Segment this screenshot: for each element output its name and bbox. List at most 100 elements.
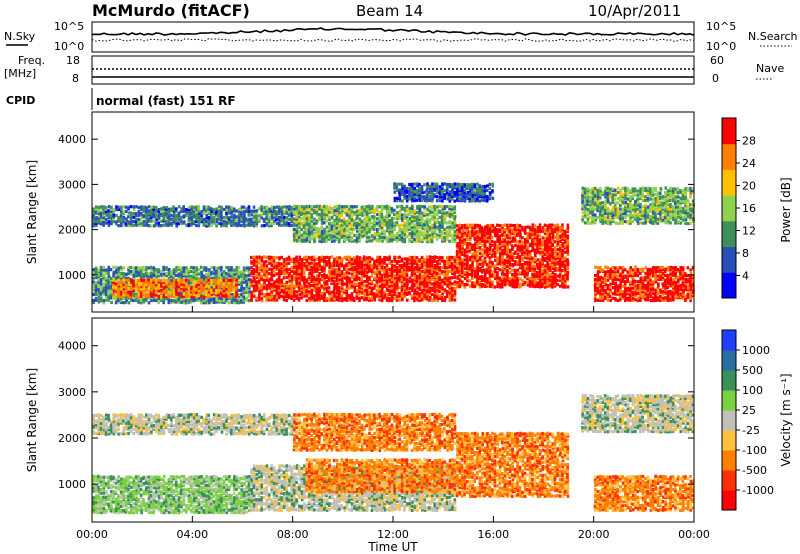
- data-cell: [421, 288, 424, 292]
- data-cell: [396, 259, 399, 263]
- data-cell: [564, 244, 567, 248]
- data-cell: [177, 285, 181, 289]
- data-cell: [511, 228, 514, 232]
- data-cell: [644, 292, 647, 296]
- data-cell: [493, 276, 497, 281]
- data-cell: [222, 223, 226, 227]
- data-cell: [210, 286, 214, 290]
- data-cell: [543, 277, 547, 281]
- data-cell: [400, 290, 404, 294]
- data-cell: [290, 280, 294, 284]
- data-cell: [656, 286, 659, 290]
- data-cell: [210, 215, 213, 220]
- data-cell: [485, 277, 489, 281]
- data-cell: [516, 223, 519, 227]
- data-cell: [107, 296, 110, 300]
- data-cell: [310, 265, 314, 269]
- data-cell: [516, 233, 519, 238]
- data-cell: [139, 217, 143, 222]
- data-cell: [122, 266, 126, 270]
- data-cell: [179, 278, 183, 282]
- data-cell: [200, 291, 203, 295]
- data-cell: [370, 263, 374, 267]
- data-cell: [94, 207, 98, 211]
- data-cell: [355, 278, 359, 282]
- data-cell: [629, 286, 632, 290]
- data-cell: [265, 264, 269, 268]
- data-cell: [109, 214, 113, 218]
- data-cell: [383, 267, 387, 272]
- data-cell: [566, 234, 570, 238]
- data-cell: [240, 278, 244, 282]
- data-cell: [125, 280, 128, 284]
- data-cell: [536, 229, 539, 233]
- data-cell: [260, 277, 263, 281]
- data-cell: [526, 260, 529, 264]
- data-cell: [385, 256, 389, 260]
- data-cell: [599, 284, 602, 288]
- data-cell: [561, 285, 565, 289]
- data-cell: [355, 274, 359, 278]
- data-cell: [292, 217, 296, 221]
- data-cell: [127, 293, 131, 297]
- data-cell: [351, 276, 354, 280]
- data-cell: [626, 292, 630, 296]
- data-cell: [332, 296, 336, 301]
- data-cell: [546, 228, 550, 232]
- data-cell: [278, 207, 281, 211]
- data-cell: [197, 296, 201, 300]
- data-cell: [518, 250, 522, 254]
- data-cell: [273, 262, 276, 266]
- data-cell: [160, 288, 163, 292]
- data-cell: [280, 207, 284, 211]
- data-cell: [651, 286, 655, 290]
- data-cell: [109, 296, 113, 300]
- data-cell: [292, 294, 296, 298]
- data-cell: [92, 268, 96, 272]
- data-cell: [298, 288, 301, 292]
- data-cell: [473, 228, 476, 232]
- data-cell: [450, 261, 454, 265]
- data-cell: [418, 282, 422, 286]
- data-cell: [325, 282, 329, 286]
- data-cell: [446, 270, 449, 274]
- data-cell: [481, 268, 484, 272]
- data-cell: [403, 269, 406, 273]
- data-cell: [308, 284, 311, 288]
- data-cell: [546, 248, 549, 252]
- data-cell: [270, 213, 274, 217]
- data-cell: [195, 291, 198, 295]
- data-cell: [365, 285, 369, 290]
- data-cell: [494, 258, 497, 262]
- data-cell: [443, 271, 447, 275]
- data-cell: [386, 284, 389, 288]
- data-cell: [185, 298, 188, 302]
- data-cell: [483, 233, 486, 237]
- data-cell: [363, 259, 366, 263]
- data-cell: [132, 292, 136, 296]
- data-cell: [671, 266, 675, 270]
- data-cell: [97, 221, 101, 225]
- data-cell: [325, 296, 328, 301]
- data-cell: [466, 268, 469, 273]
- data-cell: [476, 273, 479, 277]
- data-cell: [120, 211, 123, 215]
- data-cell: [137, 289, 141, 293]
- data-cell: [305, 259, 309, 263]
- data-cell: [420, 265, 424, 269]
- data-cell: [170, 289, 173, 293]
- data-cell: [485, 246, 489, 250]
- data-cell: [288, 290, 291, 295]
- data-cell: [207, 205, 211, 209]
- data-cell: [270, 286, 274, 290]
- data-cell: [563, 279, 567, 283]
- data-cell: [97, 272, 100, 276]
- data-cell: [691, 286, 695, 290]
- data-cell: [287, 255, 291, 259]
- data-cell: [426, 278, 429, 282]
- data-cell: [212, 300, 216, 304]
- data-cell: [285, 275, 289, 279]
- data-cell: [453, 275, 457, 279]
- data-cell: [180, 217, 183, 222]
- data-cell: [631, 282, 635, 286]
